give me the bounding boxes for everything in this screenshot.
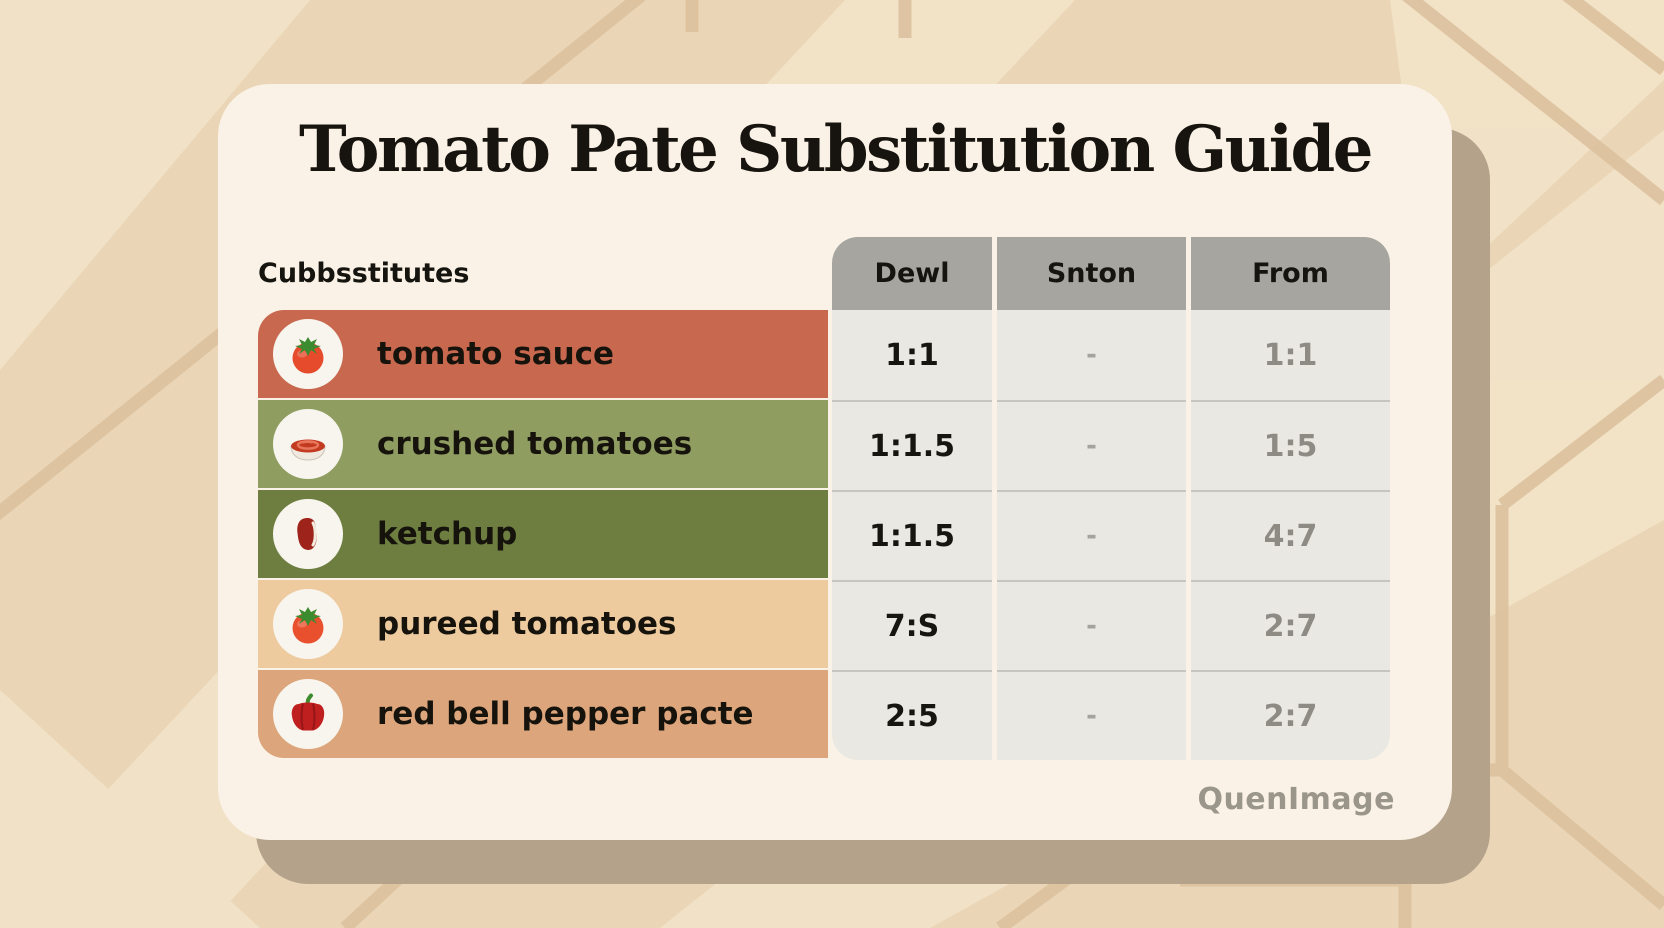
table-row: ketchup <box>258 490 828 578</box>
value-cell: 1:1.5 <box>832 400 992 490</box>
value-cell: 2:5 <box>832 670 992 760</box>
table-row: crushed tomatoes <box>258 400 828 488</box>
table-row: red bell pepper pacte <box>258 670 828 758</box>
value-cell: 1:1 <box>832 310 992 400</box>
value-cell: 1:1 <box>1191 310 1390 400</box>
value-cell: - <box>997 670 1186 760</box>
substitute-label: tomato sauce <box>377 336 615 372</box>
tomato-icon <box>292 337 324 374</box>
value-cell: 1:1.5 <box>832 490 992 580</box>
substitute-label: red bell pepper pacte <box>377 696 754 732</box>
table-column-headers: Dewl Snton From <box>832 237 1390 310</box>
value-cell: - <box>997 400 1186 490</box>
substitute-label: crushed tomatoes <box>377 426 693 462</box>
value-cell: - <box>997 490 1186 580</box>
value-cell: 1:5 <box>1191 400 1390 490</box>
value-cell: 2:7 <box>1191 580 1390 670</box>
table-row: pureed tomatoes <box>258 580 828 668</box>
ketchup-bottle-icon <box>297 518 317 550</box>
value-cell: 7:S <box>832 580 992 670</box>
table-values: 1:1 - 1:1 1:1.5 - 1:5 1:1.5 - 4:7 7:S - … <box>832 310 1390 760</box>
bell-pepper-icon <box>291 693 325 731</box>
crushed-tomatoes-icon <box>290 439 326 461</box>
substitutes-column-header: Cubbsstitutes <box>258 258 470 289</box>
column-header-dewl: Dewl <box>832 237 992 310</box>
value-cell: - <box>997 580 1186 670</box>
value-cell: 4:7 <box>1191 490 1390 580</box>
page-title: Tomato Pate Substitution Guide <box>299 112 1373 187</box>
table-row: tomato sauce <box>258 310 828 398</box>
column-header-from: From <box>1191 237 1390 310</box>
tomato-icon <box>292 607 324 644</box>
substitute-label: ketchup <box>377 516 518 552</box>
value-cell: 2:7 <box>1191 670 1390 760</box>
watermark: QuenImage <box>1197 782 1395 817</box>
substitute-label: pureed tomatoes <box>377 606 677 642</box>
column-header-snton: Snton <box>997 237 1186 310</box>
value-cell: - <box>997 310 1186 400</box>
